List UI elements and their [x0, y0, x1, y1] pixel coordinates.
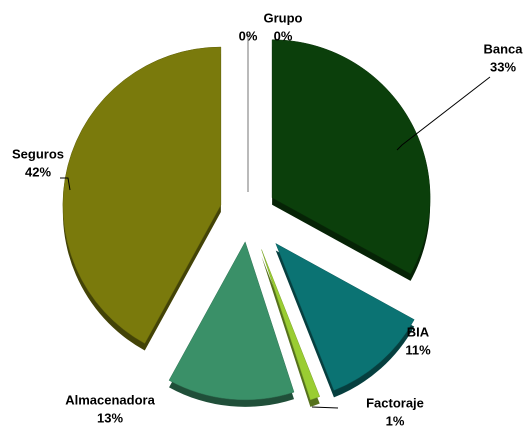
leader-line — [60, 177, 71, 191]
slice — [168, 241, 295, 401]
value-label: 13% — [97, 410, 123, 425]
value-label: 1% — [386, 413, 405, 428]
leader-line — [311, 406, 339, 409]
value-label: 42% — [25, 164, 51, 179]
category-label: Grupo — [264, 10, 303, 25]
leader-line — [396, 76, 491, 151]
category-label: Factoraje — [366, 395, 424, 410]
category-label: BIA — [407, 324, 430, 339]
slice — [261, 249, 321, 401]
value-label: 33% — [490, 59, 516, 74]
category-label: Banca — [483, 41, 523, 56]
slice — [271, 39, 431, 275]
value-label: 0% — [274, 28, 293, 43]
category-label: Seguros — [12, 146, 64, 161]
category-label: Almacenadora — [65, 392, 155, 407]
slice — [62, 46, 222, 344]
value-label: 0% — [239, 28, 258, 43]
slice — [275, 242, 415, 391]
value-label: 11% — [405, 342, 431, 357]
